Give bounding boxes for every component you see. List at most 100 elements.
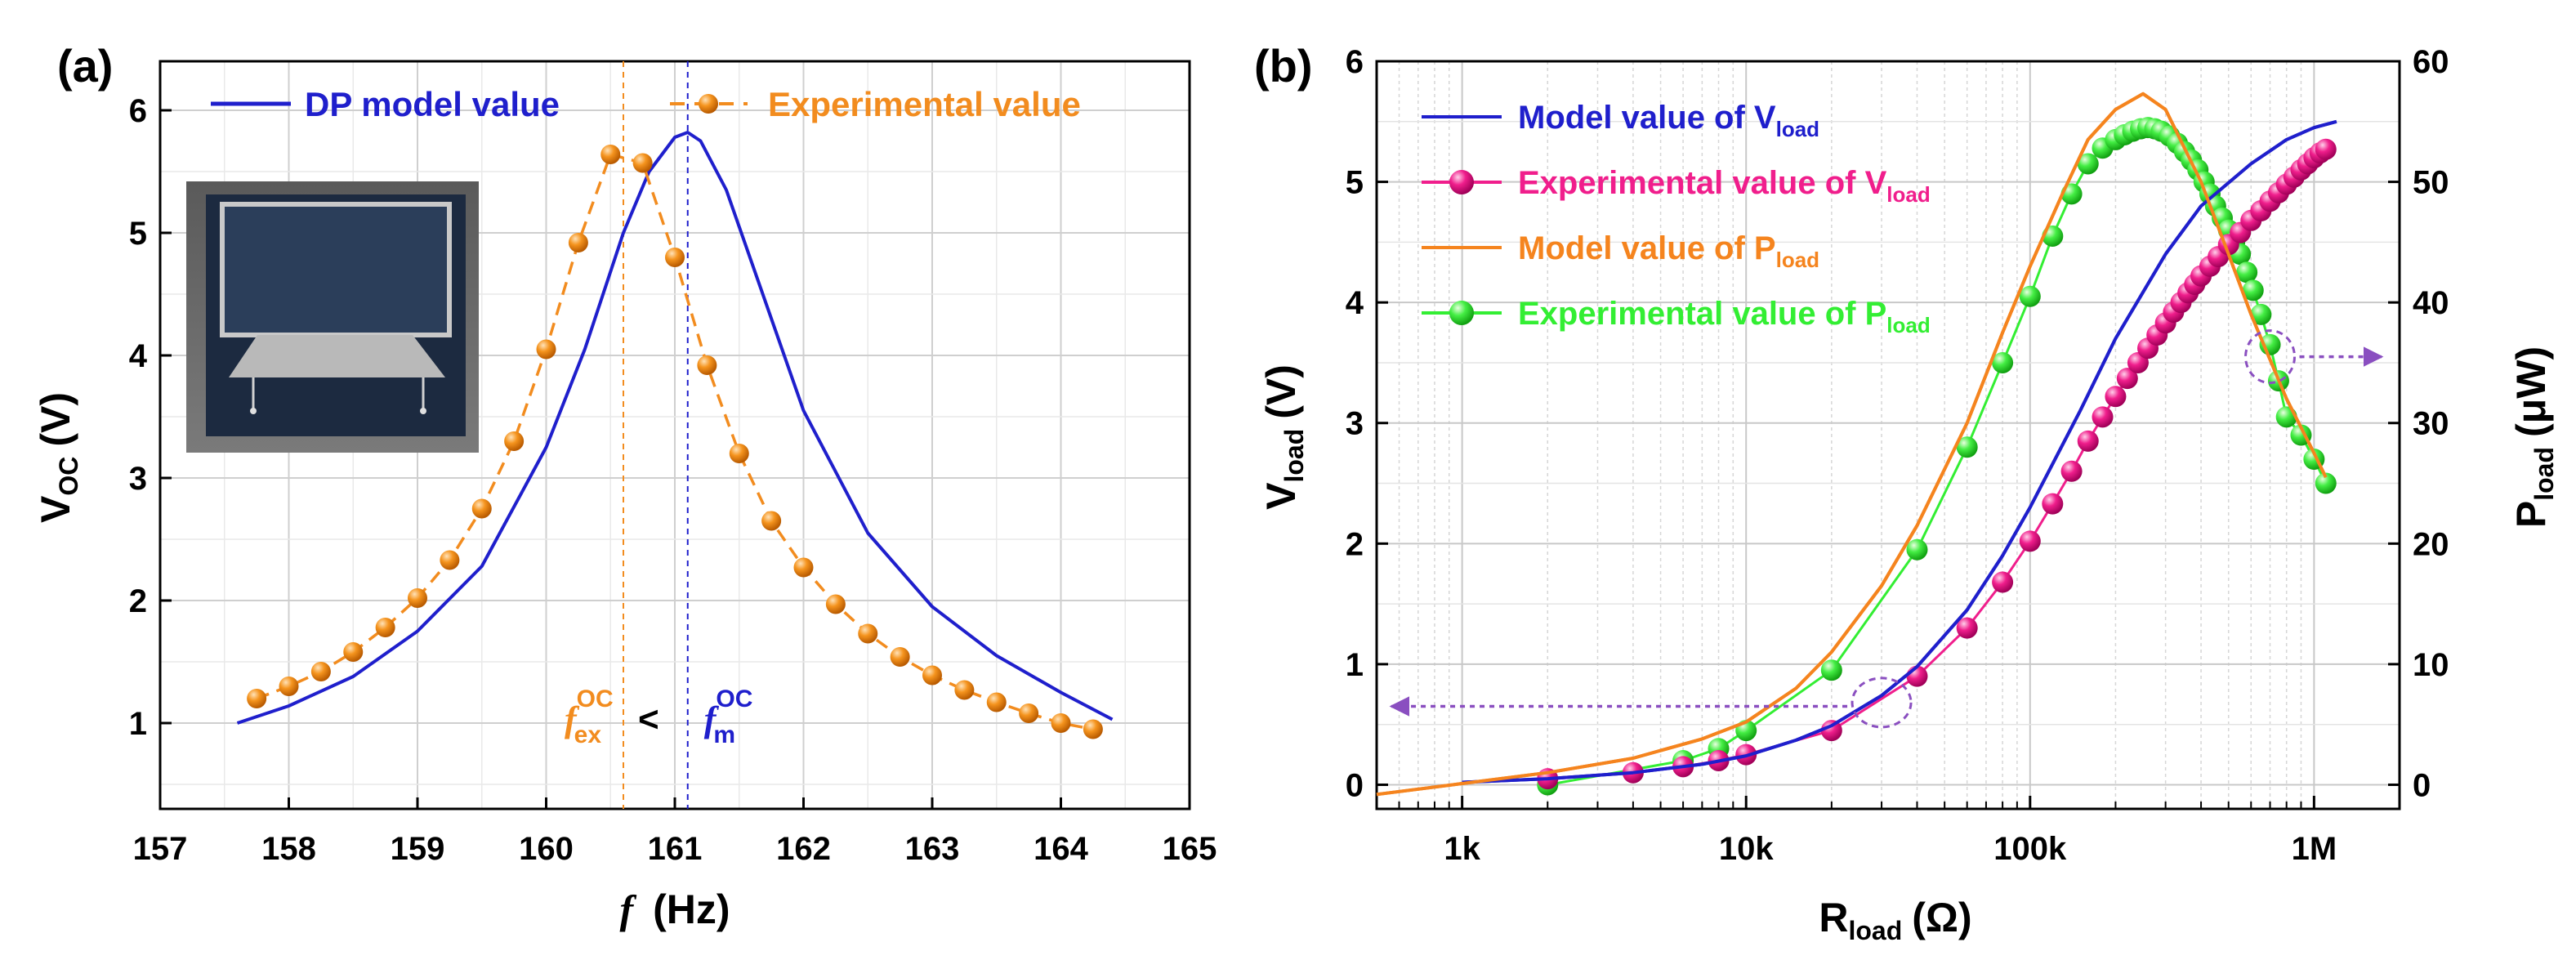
- y-tick-label: 2: [1346, 526, 1364, 562]
- x-tick-label: 1M: [2292, 831, 2337, 867]
- x-tick-label: 164: [1034, 831, 1088, 867]
- x-tick-label: 10k: [1719, 831, 1774, 867]
- data-point-experimental: [825, 594, 846, 614]
- data-point-experimental: [471, 498, 492, 519]
- y-tick-label: 6: [129, 93, 147, 129]
- data-point-experimental: [1019, 703, 1039, 723]
- x-tick-label: 158: [261, 831, 316, 867]
- data-point-experimental-vload: [2042, 493, 2064, 515]
- panel-b-plot-frame: [1375, 60, 2401, 811]
- series-line-model-pload-overlay: [1376, 92, 2328, 797]
- data-point-experimental: [729, 444, 749, 463]
- y-tick-label: 4: [1346, 285, 1364, 321]
- panel-a-xlabel: f (Hz): [620, 886, 730, 932]
- data-point-experimental: [247, 689, 267, 708]
- y-tick-label: 5: [1346, 165, 1364, 201]
- y2-tick-label: 50: [2413, 165, 2449, 201]
- device-photo-inset: [186, 181, 479, 453]
- legend-label-experimental: Experimental value: [768, 85, 1081, 123]
- panel-b-axis-arrows: [1389, 329, 2384, 729]
- data-point-experimental-pload: [2242, 279, 2264, 301]
- panel-a-ticks: 157 158 159 160 161 162 163 164 165 1 2 3 4 5 6: [129, 93, 1217, 867]
- series-line-experimental-pload: [1547, 126, 2328, 786]
- panel-a-ylabel: VOC(V): [33, 392, 83, 523]
- left-axis-ellipse: [1851, 677, 1913, 729]
- data-point-experimental-pload: [1992, 351, 2014, 373]
- panel-a-label: (a): [57, 40, 113, 92]
- legend-label: Model value of Vload: [1518, 100, 1819, 141]
- data-point-experimental: [697, 355, 717, 375]
- y2-tick-label: 20: [2413, 526, 2449, 562]
- data-point-experimental: [600, 145, 621, 164]
- data-point-experimental: [665, 248, 685, 267]
- data-point-experimental: [343, 642, 364, 662]
- data-point-experimental-pload: [2019, 285, 2041, 307]
- label-f-ex-oc: fOC ex: [565, 685, 614, 748]
- data-point-experimental-vload: [1992, 571, 2014, 593]
- data-point-experimental: [986, 692, 1007, 712]
- data-point-experimental: [408, 588, 427, 608]
- panel-a-series: [236, 61, 1114, 809]
- legend-marker: [1449, 170, 1474, 194]
- data-point-experimental-vload: [2105, 386, 2127, 408]
- legend-label-model: DP model value: [305, 85, 560, 123]
- panel-a-legend: DP model value Experimental value: [211, 85, 1081, 123]
- series-line-model-vload-overlay: [1462, 119, 2337, 784]
- y-tick-label: 4: [129, 338, 148, 374]
- y-tick-label: 0: [1346, 767, 1364, 803]
- series-line-dp-model: [236, 131, 1114, 725]
- panel-b-ylabel-left: Vload(V): [1258, 364, 1309, 510]
- panel-b-legend: Model value of Vload Experimental value o…: [1422, 100, 1931, 337]
- y-tick-label: 5: [129, 216, 147, 252]
- label-f-m-oc: fOC m: [704, 685, 753, 748]
- legend-marker: [1449, 301, 1474, 325]
- legend-label: Experimental value of Vload: [1518, 165, 1931, 207]
- data-point-experimental: [536, 339, 556, 359]
- data-point-experimental: [890, 647, 910, 667]
- x-tick-label: 100k: [1993, 831, 2067, 867]
- y-tick-label: 1: [129, 706, 147, 742]
- x-tick-label: 157: [133, 831, 188, 867]
- data-point-experimental-vload: [2092, 406, 2114, 428]
- data-point-experimental-pload: [1906, 538, 1928, 560]
- y-tick-label: 1: [1346, 647, 1364, 683]
- y-tick-label: 3: [129, 461, 147, 497]
- data-point-experimental: [1051, 713, 1071, 733]
- y2-tick-label: 40: [2413, 285, 2449, 321]
- panel-b-ylabel-right: Pload(μW): [2508, 346, 2559, 528]
- data-point-experimental: [922, 665, 942, 685]
- data-point-experimental: [440, 550, 460, 570]
- data-point-experimental: [761, 511, 782, 531]
- y-tick-label: 6: [1346, 44, 1364, 80]
- data-point-experimental: [504, 431, 525, 451]
- data-point-experimental-vload: [2077, 430, 2099, 452]
- x-tick-label: 159: [391, 831, 445, 867]
- y2-tick-label: 0: [2413, 767, 2431, 803]
- data-point-experimental: [954, 680, 975, 700]
- data-point-experimental: [858, 623, 878, 644]
- series-line-model-vload: [1462, 119, 2337, 784]
- y2-tick-label: 10: [2413, 647, 2449, 683]
- data-point-experimental: [375, 618, 395, 637]
- data-point-experimental-pload: [2077, 153, 2099, 175]
- panel-b-series: [1376, 92, 2337, 797]
- data-point-experimental-pload: [2236, 261, 2258, 284]
- legend-experimental-marker: [699, 94, 718, 114]
- x-tick-label: 161: [648, 831, 703, 867]
- data-point-experimental-vload: [1820, 720, 1842, 742]
- data-point-experimental: [632, 153, 653, 173]
- panel-a-frequency-annotations: fOC ex < fOC m: [565, 685, 752, 748]
- legend-label: Experimental value of Pload: [1518, 296, 1931, 337]
- y2-tick-label: 30: [2413, 406, 2449, 442]
- data-point-experimental-pload: [2315, 472, 2337, 494]
- x-tick-label: 160: [519, 831, 574, 867]
- data-point-experimental-vload: [2019, 530, 2041, 552]
- panel-a: (a) 157 158 159 160 161 162 163 164 165 1 2 3 4 5 6 DP…: [33, 40, 1217, 932]
- data-point-experimental-vload: [2315, 138, 2337, 160]
- panel-b-xlabel: Rload (Ω): [1819, 895, 1971, 945]
- data-point-experimental-pload: [1820, 659, 1842, 681]
- y-tick-label: 2: [129, 583, 147, 619]
- x-tick-label: 1k: [1444, 831, 1480, 867]
